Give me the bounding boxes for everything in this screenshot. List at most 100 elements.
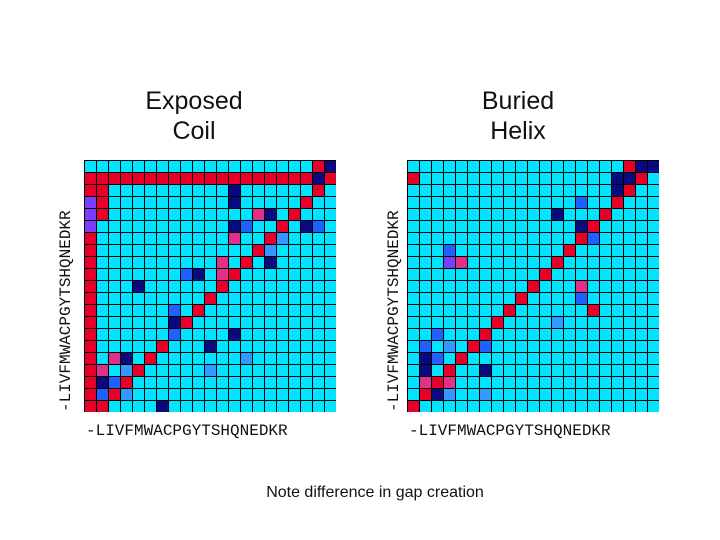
exposed-coil-cell <box>229 305 240 316</box>
exposed-coil-cell <box>217 161 228 172</box>
exposed-coil-cell <box>217 269 228 280</box>
exposed-coil-cell <box>181 269 192 280</box>
buried-helix-cell <box>408 293 419 304</box>
buried-helix-cell <box>552 401 563 412</box>
buried-helix-cell <box>600 353 611 364</box>
exposed-coil-cell <box>133 317 144 328</box>
buried-helix-cell <box>504 245 515 256</box>
exposed-coil-cell <box>169 269 180 280</box>
exposed-coil-cell <box>109 221 120 232</box>
buried-helix-cell <box>480 377 491 388</box>
buried-helix-cell <box>540 305 551 316</box>
exposed-coil-cell <box>181 281 192 292</box>
exposed-coil-cell <box>97 233 108 244</box>
exposed-coil-cell <box>97 173 108 184</box>
buried-helix-cell <box>612 377 623 388</box>
buried-helix-cell <box>564 257 575 268</box>
buried-helix-cell <box>588 161 599 172</box>
buried-helix-cell <box>456 317 467 328</box>
exposed-coil-cell <box>205 245 216 256</box>
exposed-coil-cell <box>157 329 168 340</box>
buried-helix-cell <box>600 329 611 340</box>
exposed-coil-cell <box>157 281 168 292</box>
buried-helix-cell <box>540 209 551 220</box>
exposed-coil-cell <box>97 185 108 196</box>
buried-helix-cell <box>552 221 563 232</box>
exposed-coil-cell <box>313 233 324 244</box>
exposed-coil-cell <box>169 209 180 220</box>
exposed-coil-cell <box>121 389 132 400</box>
exposed-coil-cell <box>85 257 96 268</box>
exposed-coil-cell <box>325 245 336 256</box>
buried-helix-cell <box>636 257 647 268</box>
exposed-coil-cell <box>193 161 204 172</box>
buried-helix-cell <box>588 341 599 352</box>
exposed-coil-cell <box>313 209 324 220</box>
buried-helix-cell <box>480 173 491 184</box>
exposed-coil-cell <box>193 293 204 304</box>
exposed-coil-cell <box>265 245 276 256</box>
buried-helix-cell <box>492 401 503 412</box>
exposed-coil-cell <box>277 329 288 340</box>
exposed-coil-cell <box>121 341 132 352</box>
exposed-coil-cell <box>181 185 192 196</box>
buried-helix-cell <box>648 341 659 352</box>
substitution-matrix-buried-helix <box>407 160 659 412</box>
buried-helix-cell <box>636 317 647 328</box>
exposed-coil-cell <box>313 401 324 412</box>
buried-helix-cell <box>528 269 539 280</box>
buried-helix-cell <box>552 305 563 316</box>
exposed-coil-cell <box>325 161 336 172</box>
buried-helix-cell <box>468 281 479 292</box>
exposed-coil-cell <box>277 233 288 244</box>
buried-helix-cell <box>456 173 467 184</box>
buried-helix-cell <box>420 197 431 208</box>
buried-helix-cell <box>540 173 551 184</box>
exposed-coil-cell <box>325 281 336 292</box>
exposed-coil-cell <box>277 245 288 256</box>
exposed-coil-cell <box>217 389 228 400</box>
buried-helix-cell <box>516 197 527 208</box>
buried-helix-cell <box>444 257 455 268</box>
exposed-coil-cell <box>277 173 288 184</box>
buried-helix-cell <box>600 209 611 220</box>
exposed-coil-cell <box>289 221 300 232</box>
exposed-coil-cell <box>145 185 156 196</box>
exposed-coil-cell <box>133 221 144 232</box>
buried-helix-cell <box>468 185 479 196</box>
exposed-coil-cell <box>205 293 216 304</box>
buried-helix-cell <box>540 245 551 256</box>
exposed-coil-cell <box>145 209 156 220</box>
buried-helix-cell <box>420 353 431 364</box>
buried-helix-cell <box>552 185 563 196</box>
buried-helix-cell <box>576 305 587 316</box>
buried-helix-cell <box>636 353 647 364</box>
buried-helix-cell <box>492 233 503 244</box>
exposed-coil-cell <box>241 353 252 364</box>
exposed-coil-cell <box>229 353 240 364</box>
buried-helix-cell <box>588 389 599 400</box>
exposed-coil-cell <box>325 269 336 280</box>
buried-helix-cell <box>612 365 623 376</box>
buried-helix-cell <box>588 353 599 364</box>
buried-helix-cell <box>612 221 623 232</box>
panel-right-title: Buried Helix <box>418 86 618 146</box>
buried-helix-cell <box>432 401 443 412</box>
exposed-coil-cell <box>193 389 204 400</box>
exposed-coil-cell <box>325 293 336 304</box>
exposed-coil-cell <box>301 365 312 376</box>
buried-helix-cell <box>552 365 563 376</box>
exposed-coil-cell <box>289 317 300 328</box>
buried-helix-cell <box>420 245 431 256</box>
exposed-coil-cell <box>85 377 96 388</box>
exposed-coil-cell <box>229 209 240 220</box>
buried-helix-cell <box>432 281 443 292</box>
buried-helix-cell <box>636 197 647 208</box>
buried-helix-cell <box>648 317 659 328</box>
exposed-coil-cell <box>97 257 108 268</box>
exposed-coil-cell <box>97 353 108 364</box>
exposed-coil-cell <box>325 317 336 328</box>
buried-helix-cell <box>408 221 419 232</box>
buried-helix-cell <box>564 365 575 376</box>
left-x-axis-label: -LIVFMWACPGYTSHQNEDKR <box>86 422 288 440</box>
